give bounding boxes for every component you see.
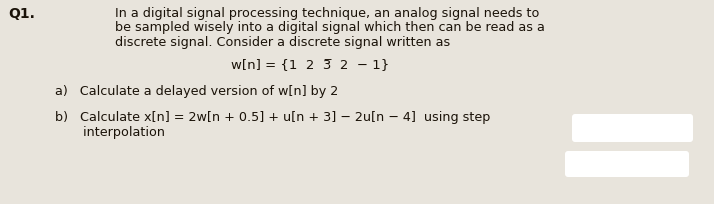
- Text: b)   Calculate x[n] = 2w[n + 0.5] + u[n + 3] − 2u[n − 4]  using step: b) Calculate x[n] = 2w[n + 0.5] + u[n + …: [55, 111, 491, 124]
- Text: be sampled wisely into a digital signal which then can be read as a: be sampled wisely into a digital signal …: [115, 21, 545, 34]
- Text: w[n] = {1  2  3̅  2  − 1}: w[n] = {1 2 3̅ 2 − 1}: [231, 58, 389, 71]
- FancyBboxPatch shape: [565, 151, 689, 177]
- FancyBboxPatch shape: [572, 114, 693, 142]
- Text: a)   Calculate a delayed version of w[n] by 2: a) Calculate a delayed version of w[n] b…: [55, 85, 338, 98]
- Text: interpolation: interpolation: [55, 125, 165, 138]
- Text: discrete signal. Consider a discrete signal written as: discrete signal. Consider a discrete sig…: [115, 36, 451, 49]
- Text: Q1.: Q1.: [8, 7, 35, 21]
- Text: In a digital signal processing technique, an analog signal needs to: In a digital signal processing technique…: [115, 7, 539, 20]
